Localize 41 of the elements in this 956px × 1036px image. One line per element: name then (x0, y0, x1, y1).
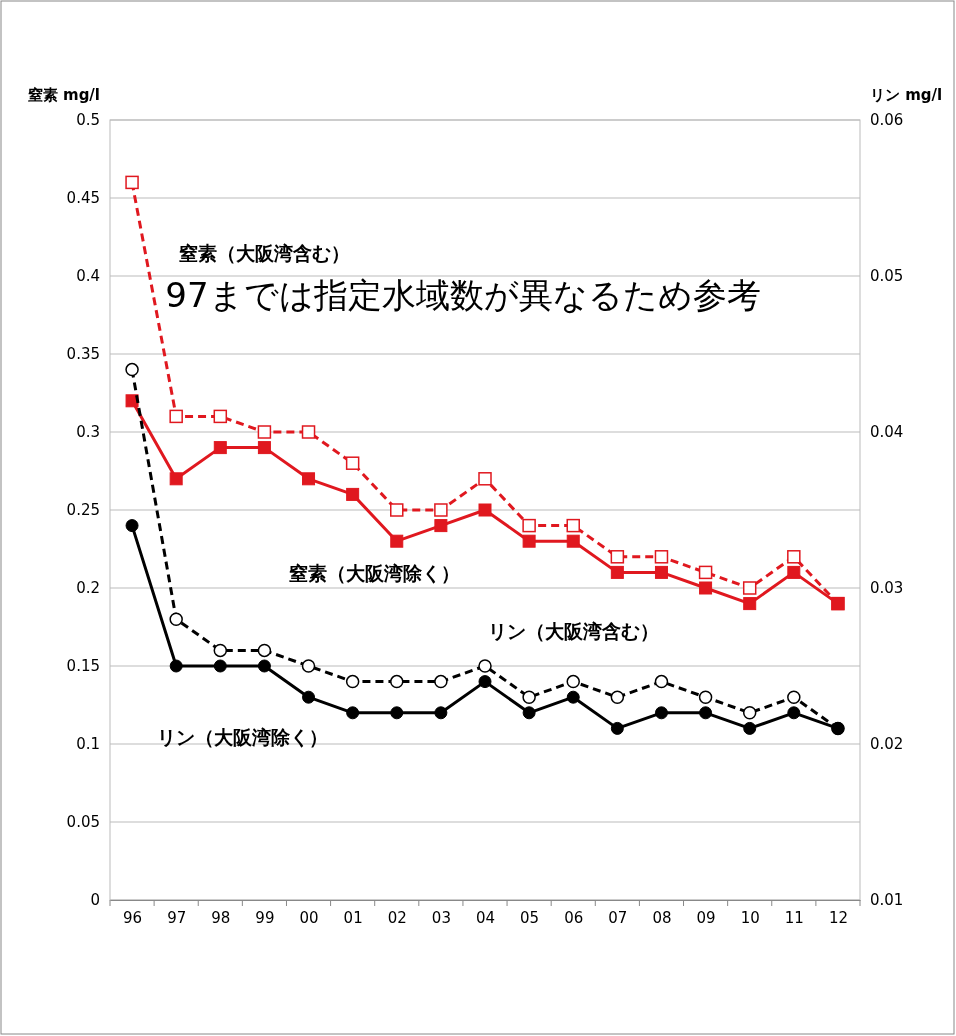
annotation: 97までは指定水域数が異なるため参考 (165, 275, 761, 316)
x-tick-label: 98 (211, 908, 231, 927)
series-label: リン（大阪湾含む） (487, 619, 659, 642)
x-tick-label: 12 (828, 908, 848, 927)
y2-tick-label: 0.03 (870, 579, 904, 598)
y2-tick-label: 0.02 (870, 735, 904, 754)
series-label: 窒素（大阪湾除く） (289, 562, 461, 585)
x-tick-label: 99 (255, 908, 275, 927)
x-tick-label: 11 (784, 908, 804, 927)
x-tick-label: 06 (564, 908, 584, 927)
x-tick-label: 07 (608, 908, 628, 927)
x-tick-label: 96 (123, 908, 143, 927)
x-tick-label: 05 (520, 908, 540, 927)
x-tick-label: 10 (740, 908, 760, 927)
y-axis-title: 窒素 mg/l (27, 86, 100, 104)
y-tick-label: 0.05 (66, 813, 100, 832)
y-tick-label: 0.1 (76, 735, 100, 754)
y-tick-label: 0.3 (76, 423, 100, 442)
x-tick-label: 09 (696, 908, 716, 927)
y-tick-label: 0.45 (66, 189, 100, 208)
x-tick-label: 03 (431, 908, 451, 927)
y-tick-label: 0.25 (66, 501, 100, 520)
series-label: 窒素（大阪湾含む） (178, 242, 350, 265)
x-tick-label: 02 (387, 908, 407, 927)
y2-tick-label: 0.01 (870, 891, 904, 910)
series-label: リン（大阪湾除く） (156, 726, 328, 748)
y-tick-label: 0 (90, 891, 100, 910)
y2-tick-label: 0.06 (870, 111, 904, 130)
y2-axis-title: リン mg/l (870, 86, 943, 104)
x-tick-label: 04 (475, 908, 496, 927)
y2-tick-label: 0.04 (870, 423, 904, 442)
y2-tick-label: 0.05 (870, 267, 904, 286)
x-tick-label: 00 (299, 908, 319, 927)
y-tick-label: 0.15 (66, 657, 100, 676)
x-tick-label: 01 (343, 908, 363, 927)
y-tick-label: 0.2 (76, 579, 100, 598)
y-tick-label: 0.5 (76, 111, 100, 130)
x-tick-label: 97 (167, 908, 187, 927)
y-tick-label: 0.35 (66, 345, 100, 364)
x-tick-label: 08 (652, 908, 672, 927)
y-tick-label: 0.4 (76, 267, 100, 286)
